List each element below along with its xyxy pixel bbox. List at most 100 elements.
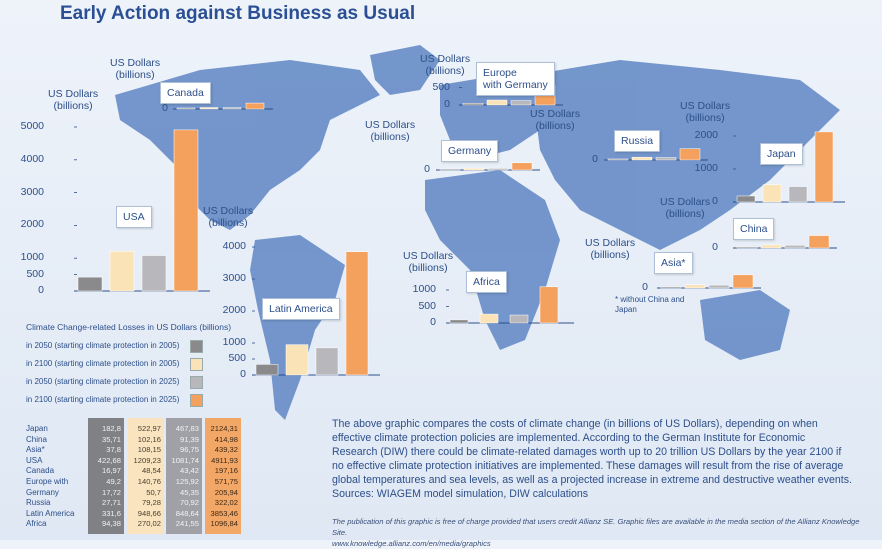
- tick-label-africa: 1000: [412, 283, 436, 295]
- table-cell: 102,16: [137, 434, 161, 444]
- bar-germany-3: [487, 168, 509, 171]
- table-cell: 96,75: [179, 445, 199, 455]
- bar-africa-2: [479, 313, 499, 324]
- table-cell: 322,02: [214, 498, 238, 508]
- region-label-china: China: [733, 218, 775, 240]
- table-cell: 37,8: [106, 445, 121, 455]
- bar-canada-3: [222, 107, 242, 110]
- region-label-usa: USA: [116, 206, 152, 228]
- tick-label-latin-america: 0: [240, 368, 246, 380]
- bar-latin-america-1: [255, 364, 279, 376]
- tick-label-asia: 0: [642, 281, 648, 293]
- table-cell: 241,55: [175, 519, 199, 529]
- bar-china-3: [784, 245, 806, 249]
- region-label-japan: Japan: [760, 143, 803, 165]
- bar-russia-2: [631, 156, 653, 161]
- table-cell: 467,83: [175, 424, 199, 433]
- region-label-germany: Germany: [441, 140, 499, 162]
- legend-item-1: in 2050 (starting climate protection in …: [26, 341, 180, 350]
- table-cell: 3853,46: [210, 508, 238, 518]
- bar-usa-3: [141, 255, 167, 292]
- credit-line-1: The publication of this graphic is free …: [332, 517, 860, 537]
- table-cell: 16,97: [101, 466, 121, 476]
- table-row-label: Japan: [26, 424, 48, 433]
- bar-china-2: [760, 244, 782, 249]
- map-greenland: [370, 45, 440, 95]
- table-row-label: Latin America: [26, 508, 75, 518]
- tick-label-latin-america: 2000: [222, 304, 246, 316]
- region-label-europe-with-germany: Europe with Germany: [476, 62, 555, 96]
- bar-usa-2: [109, 251, 135, 292]
- legend-swatch-2: [190, 358, 203, 371]
- map-australia: [700, 290, 790, 360]
- tick-label-latin-america: 3000: [222, 272, 246, 284]
- tick-label-usa: 4000: [20, 152, 44, 165]
- table-column-col1: 182,8 35,71 37,8 422,68 16,97 49,2 17,72 27,71 3…: [88, 418, 124, 534]
- bar-japan-4: [814, 131, 834, 203]
- table-row-label: Europe with: [26, 476, 69, 486]
- table-cell: 108,15: [137, 445, 161, 455]
- table-cell: 182,8: [101, 424, 121, 433]
- table-cell: 414,98: [214, 434, 238, 444]
- bar-latin-america-3: [315, 347, 339, 376]
- tick-label-japan: 0: [712, 195, 718, 207]
- bar-japan-1: [736, 195, 756, 203]
- tick-label-latin-america: 4000: [222, 240, 246, 252]
- tick-label-canada: 0: [162, 102, 168, 114]
- bar-asia-3: [708, 284, 730, 289]
- table-cell: 571,75: [214, 476, 238, 486]
- bar-africa-3: [509, 314, 529, 324]
- bar-latin-america-2: [285, 344, 309, 376]
- table-row-label: USA: [26, 455, 43, 465]
- table-cell: 43,42: [179, 466, 199, 476]
- table-cell: 50,7: [146, 487, 161, 497]
- table-row-label: Africa: [26, 519, 47, 529]
- bar-canada-2: [199, 107, 219, 110]
- description: The above graphic compares the costs of …: [332, 417, 852, 501]
- credit-note: The publication of this graphic is free …: [332, 516, 872, 549]
- bar-russia-3: [655, 157, 677, 161]
- bar-china-1: [736, 246, 758, 249]
- table-cell: 27,71: [101, 498, 121, 508]
- bar-asia-2: [684, 284, 706, 289]
- y-unit-label-germany: US Dollars (billions): [365, 119, 416, 143]
- table-cell: 4911,93: [211, 455, 238, 465]
- legend-item-4: in 2100 (starting climate protection in …: [26, 395, 180, 404]
- bar-asia-4: [732, 274, 754, 289]
- tick-label-usa: 1000: [20, 251, 44, 264]
- legend-swatch-3: [190, 376, 203, 389]
- map-europe: [440, 75, 540, 160]
- page-title: Early Action against Business as Usual: [60, 3, 416, 24]
- region-label-asia: Asia*: [654, 252, 693, 274]
- map-africa: [425, 170, 560, 350]
- tick-label-usa: 2000: [20, 218, 44, 231]
- description-text: The above graphic compares the costs of …: [332, 418, 852, 486]
- region-label-russia: Russia: [614, 130, 661, 152]
- bar-usa-1: [77, 276, 103, 292]
- table-cell: 422,68: [97, 455, 121, 465]
- tick-label-japan: 2000: [694, 129, 718, 141]
- tick-label-usa: 0: [38, 284, 44, 296]
- legend-swatch-4: [190, 394, 203, 407]
- table-cell: 2124,31: [210, 424, 238, 433]
- table-cell: 94,38: [101, 519, 121, 529]
- y-unit-label-latin-america: US Dollars (billions): [203, 205, 254, 229]
- sources-text: Sources: WIAGEM model simulation, DIW ca…: [332, 488, 589, 500]
- tick-label-latin-america: 1000: [222, 336, 246, 348]
- table-column-col4: 2124,31 414,98 439,32 4911,93 197,16 571,75 20…: [205, 418, 241, 534]
- bar-latin-america-4: [345, 251, 369, 376]
- tick-label-usa: 500: [26, 267, 44, 280]
- table-row-labels: Japan China Asia* USA Canada Europe with Germa…: [26, 424, 74, 530]
- bar-africa-1: [449, 319, 469, 324]
- bar-china-4: [808, 235, 830, 249]
- y-unit-label-china: US Dollars (billions): [660, 196, 711, 220]
- table-row-label: Russia: [26, 498, 51, 508]
- table-cell: 439,32: [214, 445, 238, 455]
- y-unit-label-russia: US Dollars (billions): [530, 108, 581, 132]
- table-row-label: China: [26, 434, 47, 444]
- region-label-canada: Canada: [160, 82, 211, 104]
- table-cell: 49,2: [106, 476, 121, 486]
- bar-germany-1: [439, 168, 461, 171]
- table-cell: 848,64: [175, 508, 199, 518]
